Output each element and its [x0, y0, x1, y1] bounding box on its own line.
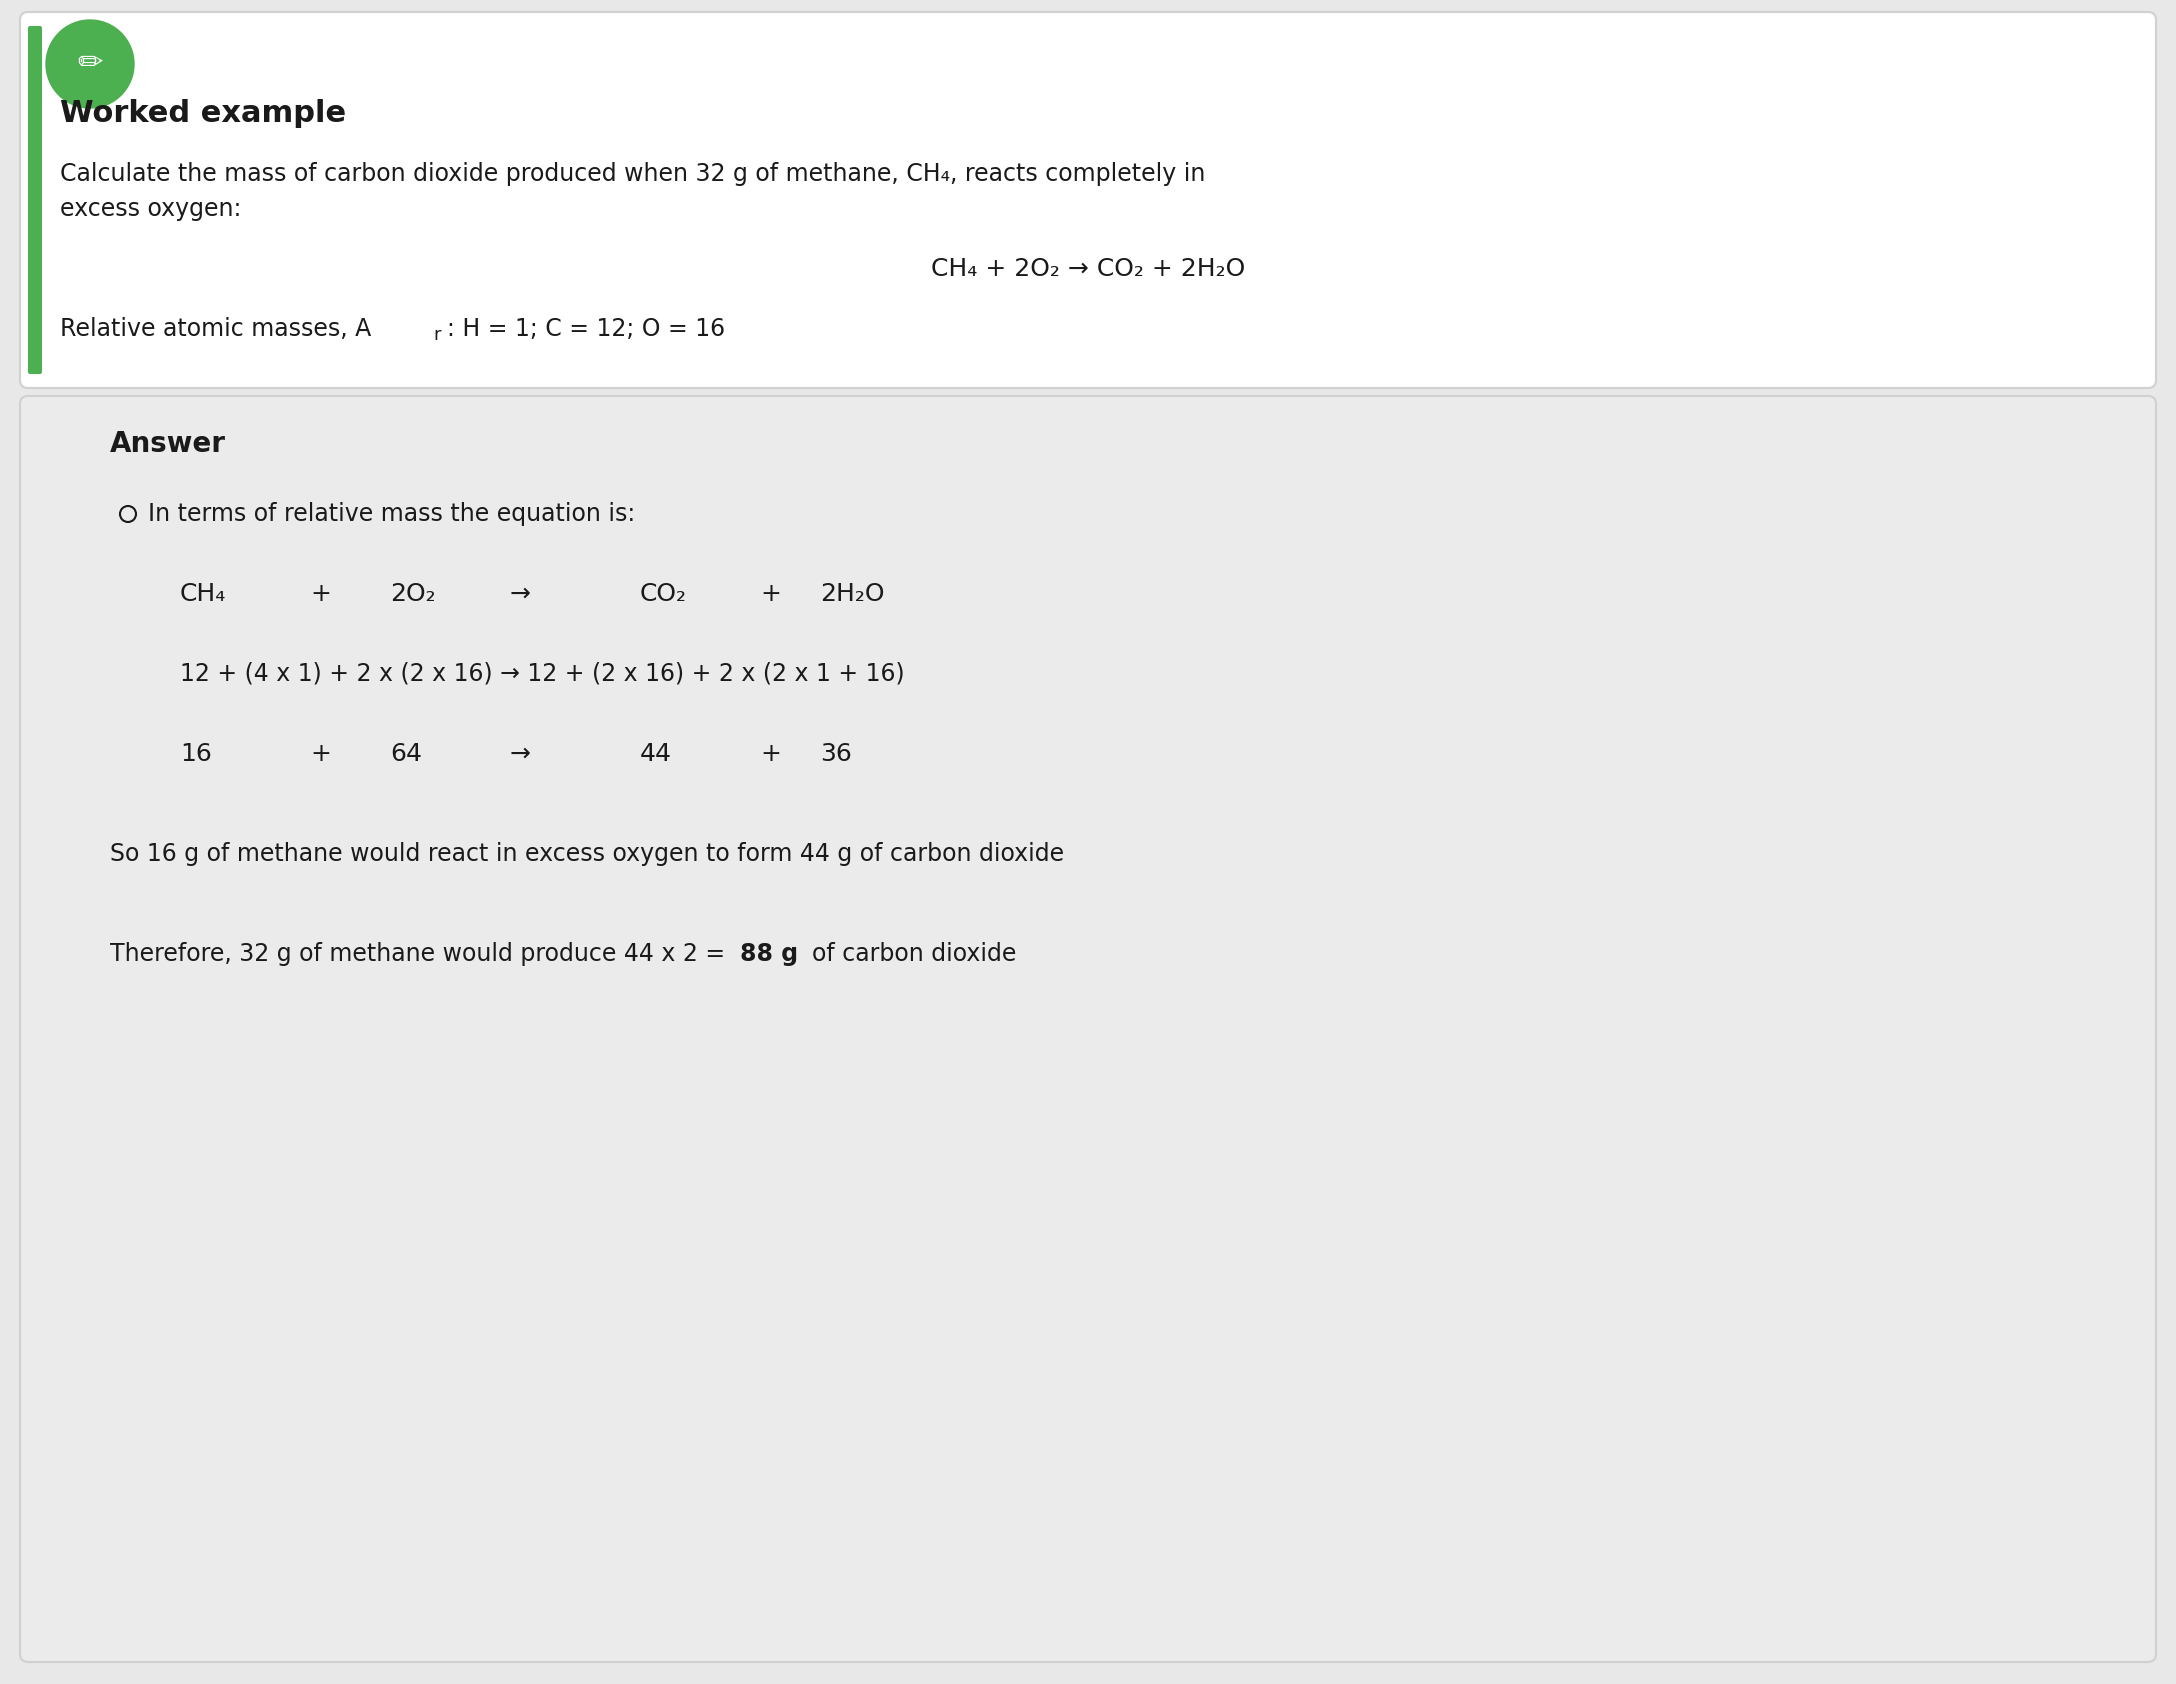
Text: Therefore, 32 g of methane would produce 44 x 2 =: Therefore, 32 g of methane would produce… [111, 941, 733, 967]
Text: 2H₂O: 2H₂O [820, 583, 883, 606]
Text: Worked example: Worked example [61, 99, 346, 128]
Text: CH₄ + 2O₂ → CO₂ + 2H₂O: CH₄ + 2O₂ → CO₂ + 2H₂O [931, 258, 1245, 281]
FancyBboxPatch shape [20, 396, 2156, 1662]
Text: : H = 1; C = 12; O = 16: : H = 1; C = 12; O = 16 [446, 317, 725, 340]
Text: 36: 36 [820, 743, 851, 766]
Text: 44: 44 [640, 743, 672, 766]
Text: of carbon dioxide: of carbon dioxide [812, 941, 1016, 967]
Text: r: r [433, 327, 440, 344]
Text: +: + [309, 743, 331, 766]
Text: excess oxygen:: excess oxygen: [61, 197, 242, 221]
Text: Relative atomic masses, A: Relative atomic masses, A [61, 317, 372, 340]
Text: →: → [509, 743, 531, 766]
Text: CH₄: CH₄ [181, 583, 226, 606]
Text: 64: 64 [390, 743, 422, 766]
Text: 12 + (4 x 1) + 2 x (2 x 16) → 12 + (2 x 16) + 2 x (2 x 1 + 16): 12 + (4 x 1) + 2 x (2 x 16) → 12 + (2 x … [181, 662, 905, 685]
Text: Calculate the mass of carbon dioxide produced when 32 g of methane, CH₄, reacts : Calculate the mass of carbon dioxide pro… [61, 162, 1206, 185]
Text: 16: 16 [181, 743, 211, 766]
FancyBboxPatch shape [28, 25, 41, 374]
Circle shape [46, 20, 135, 108]
Text: In terms of relative mass the equation is:: In terms of relative mass the equation i… [148, 502, 635, 525]
Text: +: + [309, 583, 331, 606]
Text: →: → [509, 583, 531, 606]
Text: 88 g: 88 g [740, 941, 799, 967]
Text: ✏: ✏ [78, 49, 102, 79]
FancyBboxPatch shape [20, 12, 2156, 387]
Text: +: + [759, 743, 781, 766]
Text: +: + [759, 583, 781, 606]
Text: 2O₂: 2O₂ [390, 583, 435, 606]
Text: CO₂: CO₂ [640, 583, 688, 606]
Text: So 16 g of methane would react in excess oxygen to form 44 g of carbon dioxide: So 16 g of methane would react in excess… [111, 842, 1064, 866]
Text: Answer: Answer [111, 429, 226, 458]
